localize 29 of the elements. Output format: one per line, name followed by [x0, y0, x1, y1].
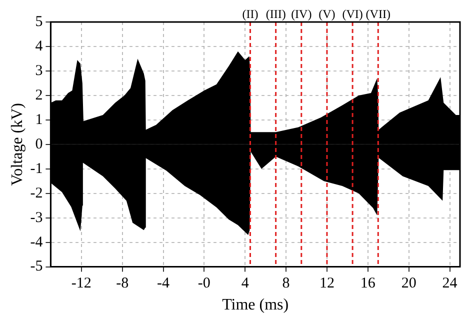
y-tick-label: -1 — [30, 160, 43, 177]
x-tick-label: 24 — [442, 276, 458, 292]
x-tick-label: 8 — [282, 276, 290, 292]
y-tick-label: -2 — [30, 185, 43, 202]
ref-line-label: (VI) — [342, 7, 363, 22]
y-axis-title: Voltage (kV) — [8, 103, 26, 186]
y-tick-label: -5 — [30, 258, 43, 275]
x-axis-title: Time (ms) — [222, 296, 289, 314]
x-tick-label: -0 — [198, 276, 210, 292]
x-tick-label: -4 — [157, 276, 170, 292]
x-tick-label: -12 — [71, 276, 92, 292]
y-tick-label: -3 — [30, 210, 43, 226]
x-tick-label: -8 — [116, 276, 129, 292]
ref-line-label: (III) — [266, 7, 286, 22]
x-tick-label: 20 — [401, 276, 416, 292]
ref-line-label: (IV) — [291, 7, 312, 22]
y-tick-label: 1 — [35, 112, 43, 128]
x-tick-label: 4 — [241, 276, 250, 292]
y-tick-label: 4 — [35, 38, 44, 54]
ref-line-label: (VII) — [366, 7, 390, 22]
x-tick-label: 16 — [360, 276, 376, 292]
y-tick-label: 5 — [35, 14, 43, 30]
y-tick-label: 2 — [35, 87, 43, 104]
x-tick-label: 12 — [319, 276, 334, 292]
ref-line-label: (V) — [318, 7, 336, 22]
y-tick-label: 0 — [35, 136, 43, 152]
y-tick-label: -4 — [30, 234, 44, 250]
ref-line-label: (II) — [242, 7, 258, 22]
y-tick-label: 3 — [35, 62, 43, 79]
